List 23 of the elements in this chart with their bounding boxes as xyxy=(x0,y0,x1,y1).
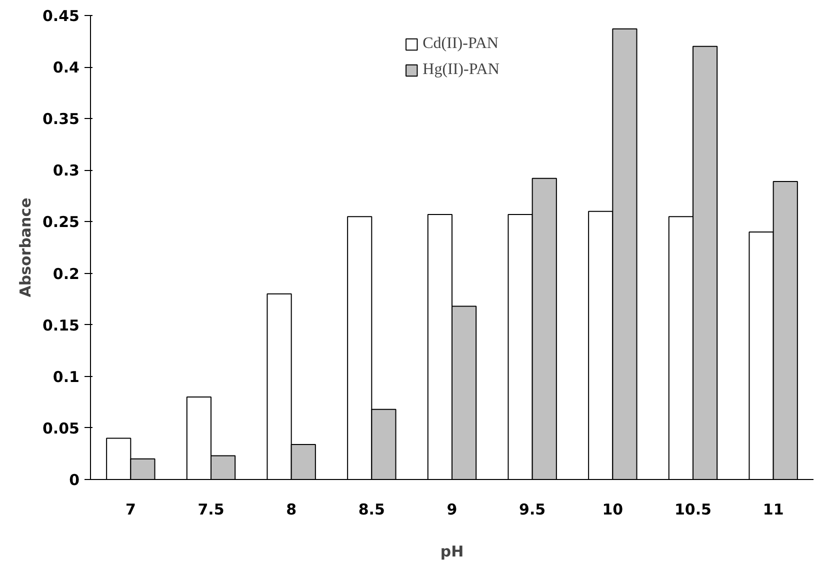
x-tick-label: 8.5 xyxy=(358,500,385,518)
y-tick-label: 0.2 xyxy=(52,264,80,283)
y-tick-label: 0.1 xyxy=(52,368,80,386)
y-tick-label: 0.4 xyxy=(52,58,80,77)
y-tick-label: 0.15 xyxy=(42,316,80,334)
y-tick-label: 0.3 xyxy=(52,162,80,180)
y-tick-label: 0.25 xyxy=(42,213,80,232)
x-tick-label: 7.5 xyxy=(198,500,224,518)
y-tick-label: 0.35 xyxy=(42,110,80,128)
x-axis-title: pH xyxy=(440,542,464,560)
y-tick-label: 0 xyxy=(69,471,80,489)
x-tick-label: 10 xyxy=(602,500,624,518)
x-tick-label: 8 xyxy=(286,500,297,518)
legend-label: Cd(II)-PAN xyxy=(422,35,498,53)
y-tick-label: 0.05 xyxy=(42,419,80,438)
legend-label: Hg(II)-PAN xyxy=(422,61,500,79)
x-tick-label: 10.5 xyxy=(674,500,712,518)
x-tick-label: 9.5 xyxy=(519,500,546,518)
x-tick-label: 7 xyxy=(125,500,136,518)
y-tick-label: 0.45 xyxy=(42,7,80,25)
x-tick-label: 9 xyxy=(446,500,458,518)
y-axis-title: Absorbance xyxy=(16,198,34,298)
x-tick-label: 11 xyxy=(762,500,784,518)
